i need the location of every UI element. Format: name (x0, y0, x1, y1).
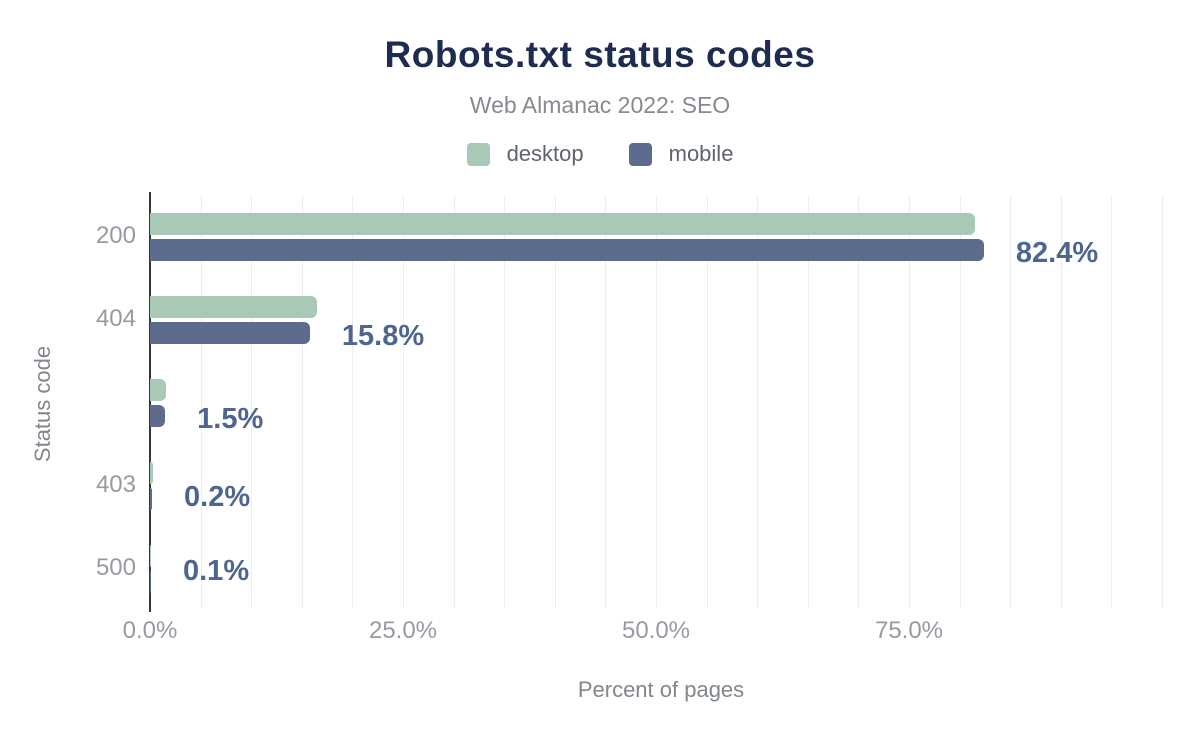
gridline (403, 195, 404, 608)
gridline (453, 195, 455, 608)
x-tick-label-0: 0.0% (122, 617, 178, 644)
value-label-200: 82.4% (1015, 237, 1099, 269)
value-label-404: 15.8% (341, 320, 425, 352)
x-tick-label-25: 25.0% (368, 617, 438, 644)
value-label-500: 0.1% (183, 555, 250, 587)
value-label-403: 0.2% (184, 481, 251, 513)
bar-desktop-403[interactable] (150, 462, 154, 484)
gridline (656, 195, 657, 608)
legend: desktop mobile (0, 141, 1200, 167)
bar-mobile-500[interactable] (150, 571, 151, 593)
x-axis-title: Percent of pages (577, 677, 745, 702)
gridline (554, 195, 556, 608)
desktop-swatch-icon (466, 142, 490, 166)
category-label-200: 200 (95, 222, 136, 249)
bar-mobile-404[interactable] (150, 322, 310, 344)
category-label-404: 404 (95, 305, 136, 332)
legend-item-mobile[interactable]: mobile (628, 141, 734, 167)
y-axis-line (149, 192, 151, 612)
gridline (706, 195, 708, 608)
bar-desktop-500[interactable] (150, 545, 151, 567)
gridline (909, 195, 910, 608)
gridline (858, 195, 860, 608)
gridline (1010, 195, 1012, 608)
gridline (807, 195, 809, 608)
x-tick-label-75: 75.0% (874, 617, 944, 644)
x-tick-label-50: 50.0% (621, 617, 691, 644)
gridline (251, 195, 253, 608)
chart-subtitle: Web Almanac 2022: SEO (469, 92, 731, 118)
gridline (200, 195, 202, 608)
chart-title: Robots.txt status codes (384, 34, 816, 75)
bar-desktop-200[interactable] (150, 213, 975, 235)
legend-label-mobile: mobile (668, 141, 734, 166)
gridline (959, 195, 961, 608)
legend-item-desktop[interactable]: desktop (466, 141, 584, 167)
gridline (757, 195, 759, 608)
y-axis-title: Status code (30, 345, 55, 463)
gridline (352, 195, 354, 608)
gridline (1060, 195, 1062, 608)
bar-mobile-blank[interactable] (150, 405, 166, 427)
gridline (1162, 195, 1163, 608)
bar-mobile-200[interactable] (150, 239, 984, 261)
gridline (301, 195, 303, 608)
value-label-blank: 1.5% (197, 403, 264, 435)
category-label-500: 500 (95, 554, 136, 581)
bar-desktop-404[interactable] (150, 296, 317, 318)
legend-label-desktop: desktop (506, 141, 584, 166)
gridline (1111, 195, 1113, 608)
gridline (605, 195, 607, 608)
bar-desktop-blank[interactable] (150, 379, 167, 401)
mobile-swatch-icon (628, 142, 652, 166)
gridline (504, 195, 506, 608)
category-label-403: 403 (95, 471, 136, 498)
bar-mobile-403[interactable] (150, 488, 153, 510)
